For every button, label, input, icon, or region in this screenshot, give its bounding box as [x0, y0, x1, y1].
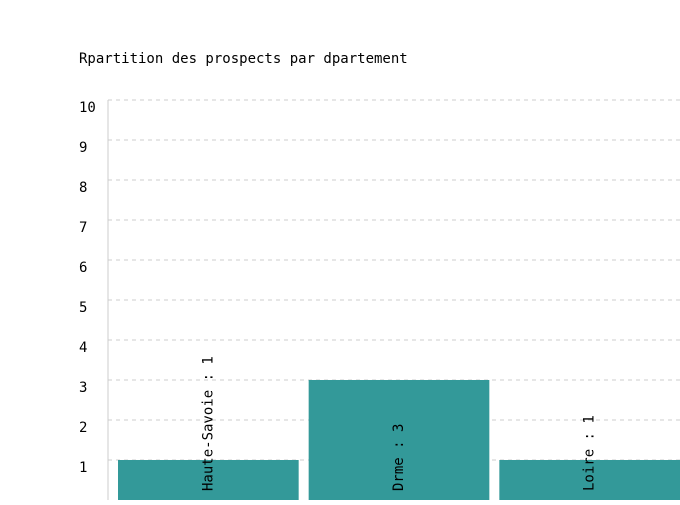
chart-title: Rpartition des prospects par dpartement — [79, 51, 408, 67]
y-tick-label: 8 — [79, 180, 87, 196]
bars — [118, 380, 680, 500]
y-tick-label: 10 — [79, 100, 96, 116]
y-tick-label: 6 — [79, 260, 87, 276]
bar-label: Drme : 3 — [391, 424, 407, 491]
y-tick-label: 9 — [79, 140, 87, 156]
bar — [118, 460, 299, 500]
bar — [308, 380, 490, 500]
bar-label: Loire : 1 — [582, 415, 598, 491]
bar-labels: Haute-Savoie : 1 Drme : 3 Loire : 1 — [200, 356, 597, 491]
y-tick-label: 4 — [79, 340, 87, 356]
y-tick-labels: 1 2 3 4 5 6 7 8 9 10 — [79, 100, 96, 476]
y-tick-label: 1 — [79, 460, 87, 476]
y-tick-label: 5 — [79, 300, 87, 316]
y-tick-label: 3 — [79, 380, 87, 396]
bar — [499, 460, 680, 500]
bar-label: Haute-Savoie : 1 — [200, 356, 216, 491]
y-tick-label: 7 — [79, 220, 87, 236]
y-tick-label: 2 — [79, 420, 87, 436]
